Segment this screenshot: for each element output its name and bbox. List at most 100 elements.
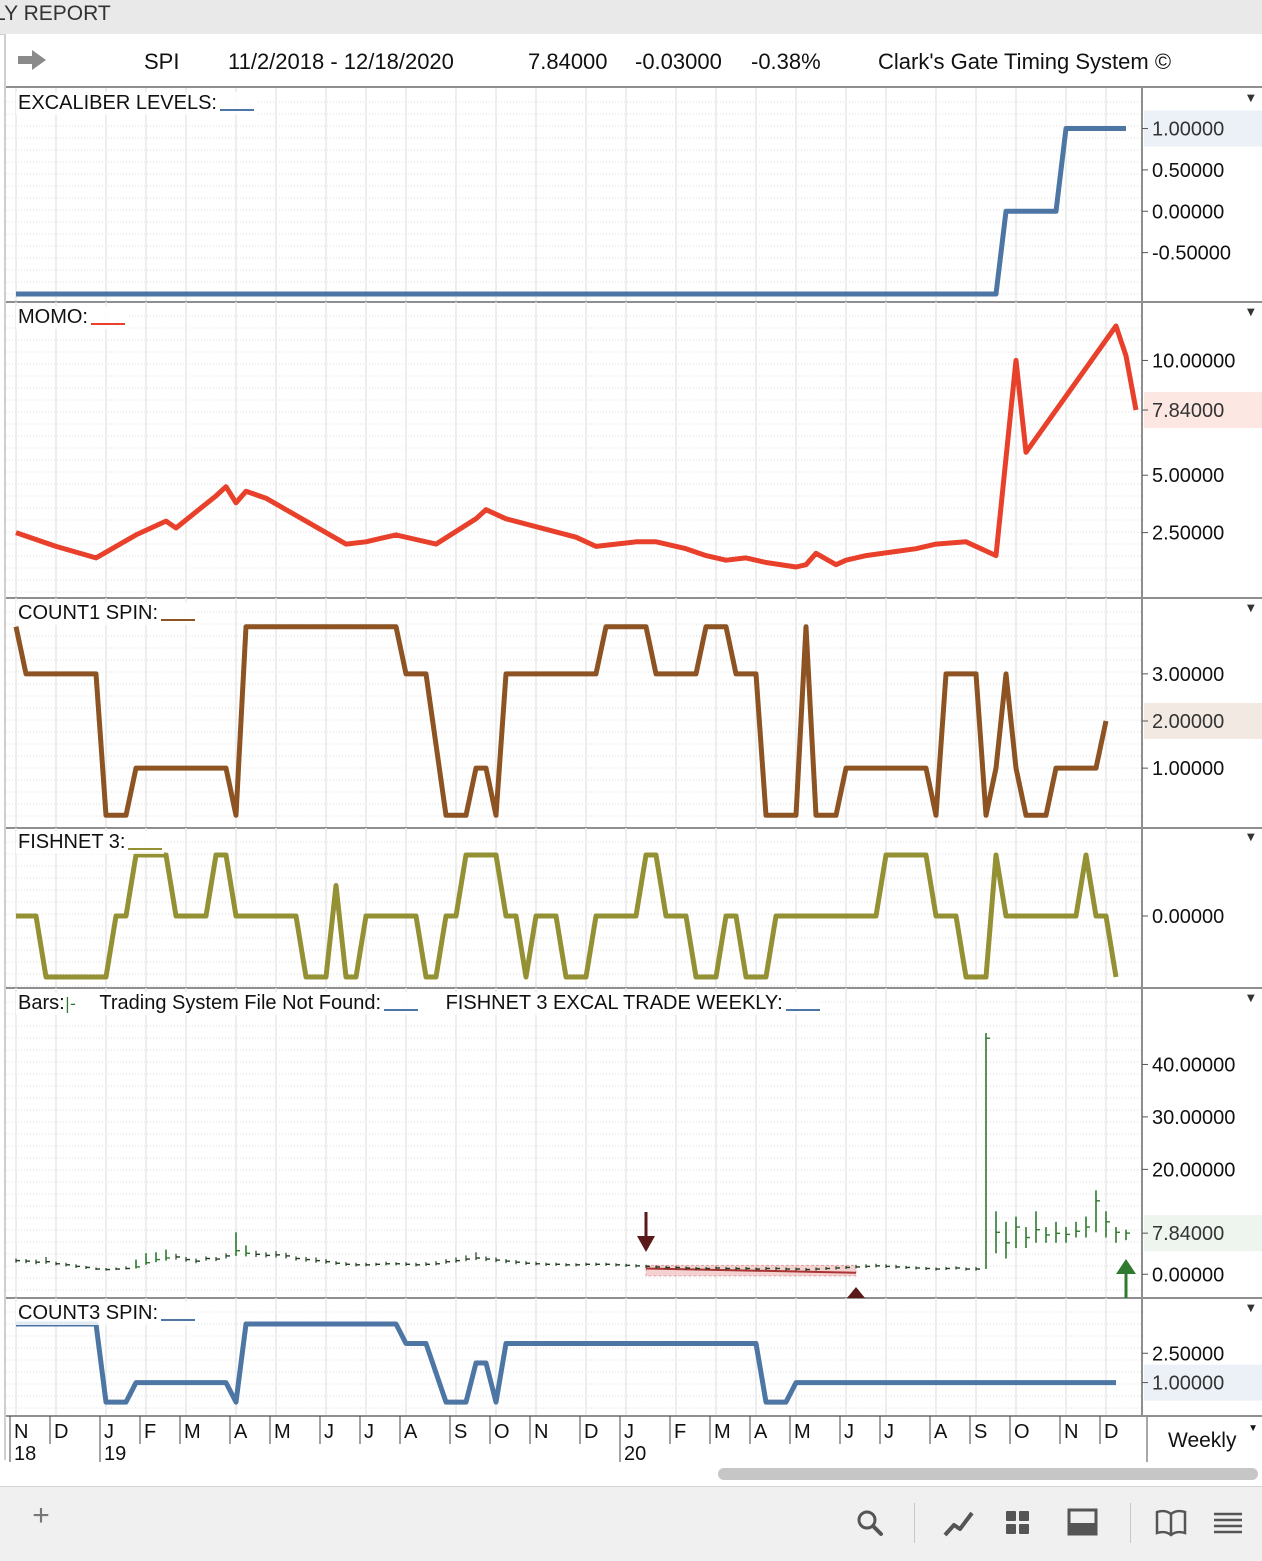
left-border bbox=[4, 34, 6, 1460]
month-label: A bbox=[754, 1421, 768, 1443]
buy-arrow-head bbox=[847, 1287, 865, 1298]
month-label: N bbox=[534, 1421, 548, 1443]
count1-swatch bbox=[161, 619, 196, 621]
momo-swatch bbox=[91, 323, 125, 325]
y-tick-label: 2.50000 bbox=[1152, 523, 1224, 545]
pane-title-bars: Bars:|- Trading System File Not Found: F… bbox=[16, 992, 822, 1015]
y-tick-label: 10.00000 bbox=[1152, 350, 1235, 372]
last-value-box bbox=[1144, 110, 1262, 147]
pane-title-momo: MOMO: bbox=[16, 306, 127, 329]
month-label: D bbox=[54, 1421, 68, 1443]
chevron-down-icon: ▼ bbox=[1248, 1423, 1258, 1434]
year-label: 19 bbox=[104, 1443, 126, 1465]
month-label: J bbox=[364, 1421, 374, 1443]
month-label: J bbox=[324, 1421, 334, 1443]
pane-menu-icon[interactable]: ▼ bbox=[1247, 1303, 1255, 1314]
month-label: J bbox=[884, 1421, 894, 1443]
book-icon[interactable] bbox=[1154, 1505, 1188, 1539]
y-tick-label: 20.00000 bbox=[1152, 1159, 1235, 1181]
panel-icon[interactable] bbox=[1066, 1505, 1100, 1539]
y-tick-label: 40.00000 bbox=[1152, 1054, 1235, 1076]
month-label: M bbox=[274, 1421, 291, 1443]
bottom-toolbar: + bbox=[0, 1486, 1262, 1561]
y-tick-label: 0.50000 bbox=[1152, 160, 1224, 182]
month-label: S bbox=[454, 1421, 467, 1443]
system-name: Clark's Gate Timing System © bbox=[878, 49, 1172, 74]
month-label: O bbox=[1014, 1421, 1030, 1443]
month-label: F bbox=[674, 1421, 686, 1443]
series-line-count3-spin bbox=[16, 1321, 1116, 1405]
percent-change: -0.38% bbox=[751, 49, 821, 74]
month-label: N bbox=[1064, 1421, 1078, 1443]
pane-grid bbox=[6, 828, 1142, 988]
y-tick-label: 0.00000 bbox=[1152, 201, 1224, 223]
year-label: 18 bbox=[14, 1443, 36, 1465]
series-line-count1-spin bbox=[13, 624, 1109, 818]
search-icon[interactable] bbox=[855, 1505, 885, 1539]
month-label: O bbox=[494, 1421, 510, 1443]
y-tick-label: 30.00000 bbox=[1152, 1107, 1235, 1129]
sell-arrow-head bbox=[637, 1236, 655, 1252]
forward-arrow-icon[interactable] bbox=[16, 48, 48, 72]
month-label: D bbox=[1104, 1421, 1118, 1443]
series-line-momo bbox=[15, 323, 1139, 570]
grid-icon[interactable] bbox=[1004, 1505, 1032, 1539]
menu-icon[interactable] bbox=[1212, 1505, 1244, 1539]
excaliber-swatch bbox=[219, 109, 254, 111]
pane-menu-icon[interactable]: ▼ bbox=[1247, 307, 1255, 318]
last-price: 7.84000 bbox=[528, 49, 608, 74]
pane-grid bbox=[6, 302, 1142, 598]
bars-legend-icon: |- bbox=[64, 994, 76, 1013]
fishnet-swatch bbox=[128, 848, 163, 850]
last-value-box bbox=[1144, 1215, 1262, 1252]
month-label: D bbox=[584, 1421, 598, 1443]
pane-title-excaliber: EXCALIBER LEVELS: bbox=[16, 92, 256, 115]
last-value-box bbox=[1144, 1364, 1262, 1401]
month-label: M bbox=[794, 1421, 811, 1443]
pane-grid bbox=[6, 988, 1142, 1298]
symbol[interactable]: SPI bbox=[144, 49, 180, 74]
price-change: -0.03000 bbox=[635, 49, 722, 74]
month-label: A bbox=[934, 1421, 948, 1443]
pane-menu-icon[interactable]: ▼ bbox=[1247, 603, 1255, 614]
y-tick-label: 0.00000 bbox=[1152, 906, 1224, 928]
month-label: A bbox=[234, 1421, 248, 1443]
month-label: J bbox=[104, 1421, 114, 1443]
long-arrow-head bbox=[1116, 1259, 1136, 1274]
timeframe-select[interactable]: Weekly ▼ bbox=[1146, 1417, 1262, 1462]
pane-title-count1: COUNT1 SPIN: bbox=[16, 602, 198, 625]
y-tick-label: -0.50000 bbox=[1152, 243, 1231, 265]
last-value-label: 7.84000 bbox=[1152, 1223, 1224, 1245]
month-label: F bbox=[144, 1421, 156, 1443]
pane-menu-icon[interactable]: ▼ bbox=[1247, 832, 1255, 843]
series-line-fishnet-3 bbox=[16, 852, 1119, 980]
timeframe-value: Weekly bbox=[1168, 1429, 1237, 1452]
last-value-label: 7.84000 bbox=[1152, 400, 1224, 422]
y-tick-label: 3.00000 bbox=[1152, 664, 1224, 686]
pane-title-fishnet: FISHNET 3: bbox=[16, 831, 165, 854]
line-chart-icon[interactable] bbox=[942, 1505, 976, 1539]
y-tick-label: 2.50000 bbox=[1152, 1343, 1224, 1365]
month-label: J bbox=[844, 1421, 854, 1443]
horizontal-scrollbar[interactable] bbox=[718, 1468, 1258, 1480]
pane-grid bbox=[6, 598, 1142, 828]
chart-header: SPI 11/2/2018 - 12/18/2020 7.84000 -0.03… bbox=[6, 34, 1262, 88]
count3-swatch bbox=[161, 1319, 196, 1321]
last-value-label: 2.00000 bbox=[1152, 711, 1224, 733]
year-label: 20 bbox=[624, 1443, 646, 1465]
month-label: A bbox=[404, 1421, 418, 1443]
y-tick-label: 5.00000 bbox=[1152, 465, 1224, 487]
pane-menu-icon[interactable]: ▼ bbox=[1247, 993, 1255, 1004]
series-line-excaliber-levels bbox=[16, 126, 1126, 297]
y-tick-label: 1.00000 bbox=[1152, 758, 1224, 780]
month-label: M bbox=[184, 1421, 201, 1443]
pane-menu-icon[interactable]: ▼ bbox=[1247, 93, 1255, 104]
plus-icon[interactable]: + bbox=[32, 1499, 50, 1532]
last-value-box bbox=[1144, 703, 1262, 739]
month-label: N bbox=[14, 1421, 28, 1443]
last-value-box bbox=[1144, 392, 1262, 429]
y-tick-label: 0.00000 bbox=[1152, 1264, 1224, 1286]
last-value-label: 1.00000 bbox=[1152, 119, 1224, 141]
pane-title-count3: COUNT3 SPIN: bbox=[16, 1302, 198, 1325]
